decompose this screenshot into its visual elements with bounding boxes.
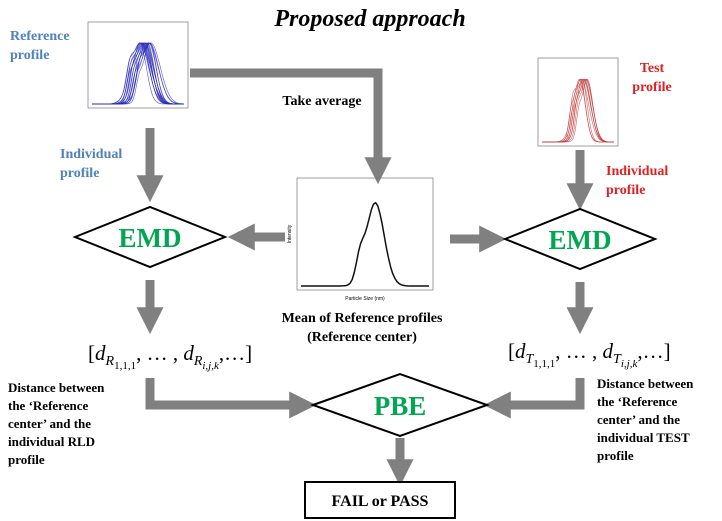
profile-curve <box>542 79 614 143</box>
result-box <box>304 481 456 519</box>
text-line: profile <box>8 452 45 467</box>
formula-part: , … , <box>555 339 602 363</box>
formula-part: ,…] <box>637 339 670 363</box>
title: Proposed approach <box>273 6 465 32</box>
text-line: Reference <box>10 29 70 44</box>
text-line: Individual <box>60 147 122 162</box>
plot-frame <box>537 57 619 147</box>
pbe-label: PBE <box>374 391 427 421</box>
formula-part: R <box>105 354 115 369</box>
reference-individual: Individual profile <box>60 147 122 181</box>
axis-label: Intensity <box>287 224 293 243</box>
arrow <box>190 68 392 185</box>
reference-note: Distance between the ‘Reference center’ an… <box>8 380 105 467</box>
text-line: Mean of Reference profiles <box>282 311 443 326</box>
text-line: profile <box>597 448 634 463</box>
arrow <box>145 378 317 419</box>
reference-label: Reference profile <box>10 29 70 63</box>
text-line: Individual <box>606 164 668 179</box>
plots: Particle Size (nm) Intensity <box>87 21 619 302</box>
text-line: the ‘Reference <box>597 394 677 409</box>
profile-curve <box>92 42 184 105</box>
formula-part: T <box>526 352 535 367</box>
text-line: Distance between <box>8 380 105 395</box>
text-line: (Reference center) <box>307 330 417 345</box>
text-line: profile <box>606 183 645 198</box>
text-line: Distance between <box>597 376 694 391</box>
profile-curve <box>542 78 614 143</box>
formula-part: R <box>193 354 203 369</box>
text-line: the ‘Reference <box>8 398 88 413</box>
pbe-diamond <box>310 372 490 438</box>
formula-part: d <box>515 339 526 363</box>
test-distances: [dT1,1,1, … , dTi,j,k,…] <box>508 339 671 370</box>
test-note: Distance between the ‘Reference center’ an… <box>597 376 694 463</box>
text-line: Test <box>640 61 665 76</box>
emd-diamond <box>502 207 658 271</box>
formula-part: d <box>603 339 614 363</box>
emd-diamond <box>72 205 228 269</box>
formula-part: d <box>95 341 106 365</box>
formula-part: i,j,k <box>202 360 220 372</box>
plot-frame <box>296 177 434 291</box>
mean-caption: Mean of Reference profiles (Reference cen… <box>282 311 443 345</box>
emd-label: EMD <box>119 223 182 253</box>
formula-part: , … , <box>136 341 183 365</box>
reference-distances: [dR1,1,1, … , dRi,j,k,…] <box>88 341 252 372</box>
test-label: Test profile <box>632 61 671 95</box>
text-line: individual TEST <box>597 430 690 445</box>
formula-part: d <box>183 341 194 365</box>
test-individual: Individual profile <box>606 164 668 198</box>
text-line: center’ and the <box>597 412 680 427</box>
arrow <box>483 378 585 419</box>
text-line: center’ and the <box>8 416 91 431</box>
emd-label: EMD <box>549 225 612 255</box>
profile-curve <box>301 201 429 287</box>
text-line: profile <box>10 48 49 63</box>
formula-part: [ <box>508 339 515 363</box>
formula-part: ,…] <box>219 341 252 365</box>
formula-part: 1,1,1 <box>533 358 555 370</box>
formula-part: 1,1,1 <box>114 360 136 372</box>
formula-part: T <box>613 352 622 367</box>
arrows <box>136 68 594 487</box>
text-line: profile <box>632 80 671 95</box>
formula-part: [ <box>88 341 95 365</box>
text-line: profile <box>60 166 99 181</box>
plot-frame <box>87 21 189 109</box>
result: FAIL or PASS <box>332 493 429 510</box>
take-average: Take average <box>282 94 361 109</box>
formula-part: i,j,k <box>621 358 639 370</box>
profile-curve <box>92 42 184 105</box>
axis-label: Particle Size (nm) <box>345 296 385 302</box>
text-line: individual RLD <box>8 434 95 449</box>
